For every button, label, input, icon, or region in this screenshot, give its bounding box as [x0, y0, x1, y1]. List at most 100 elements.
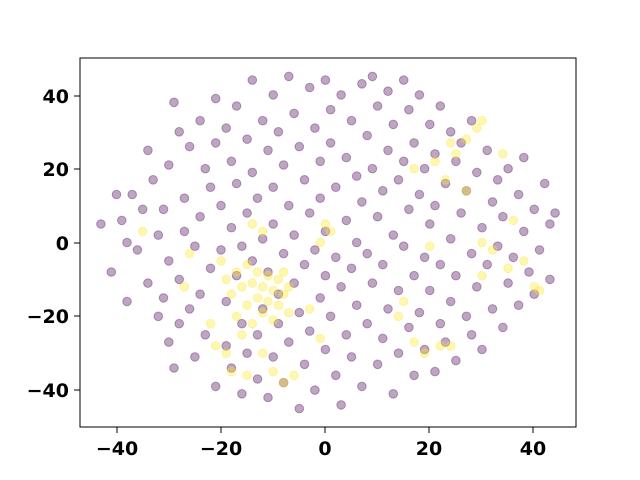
scatter-point-series-1 — [472, 123, 482, 133]
scatter-point-series-0 — [226, 363, 237, 373]
scatter-point-series-0 — [294, 403, 305, 414]
scatter-point-series-0 — [164, 256, 174, 266]
scatter-point-series-0 — [378, 333, 388, 344]
scatter-point-series-0 — [304, 208, 315, 218]
scatter-point-series-0 — [393, 285, 404, 296]
scatter-point-series-0 — [153, 311, 164, 322]
scatter-point-series-0 — [351, 237, 362, 248]
scatter-point-series-0 — [445, 296, 456, 307]
scatter-point-series-0 — [137, 204, 148, 215]
scatter-point-series-0 — [304, 326, 315, 336]
scatter-point-series-0 — [268, 182, 279, 192]
scatter-point-series-0 — [378, 259, 388, 270]
x-axis: −40 −20 0 20 40 — [96, 427, 546, 460]
scatter-point-series-1 — [237, 282, 247, 292]
scatter-point-series-0 — [117, 215, 127, 226]
scatter-point-series-0 — [419, 344, 430, 355]
scatter-point-series-1 — [409, 163, 419, 174]
scatter-point-series-0 — [419, 252, 430, 263]
scatter-point-series-0 — [482, 145, 493, 156]
scatter-point-series-0 — [435, 259, 446, 270]
scatter-point-series-0 — [96, 219, 106, 229]
scatter-point-series-1 — [440, 175, 451, 185]
scatter-point-series-0 — [524, 267, 534, 277]
scatter-point-series-0 — [461, 186, 472, 196]
scatter-point-series-0 — [315, 193, 326, 203]
scatter-point-series-0 — [383, 86, 393, 96]
scatter-point-series-0 — [482, 259, 493, 270]
scatter-point-series-0 — [164, 337, 174, 347]
scatter-point-series-0 — [346, 352, 357, 362]
scatter-point-series-0 — [294, 141, 305, 152]
scatter-point-series-1 — [268, 285, 279, 296]
scatter-point-series-1 — [226, 289, 237, 300]
scatter-point-series-0 — [221, 296, 231, 307]
scatter-point-series-0 — [143, 278, 153, 288]
scatter-point-series-0 — [487, 304, 498, 314]
scatter-point-series-0 — [257, 304, 268, 314]
scatter-point-series-0 — [320, 270, 331, 281]
scatter-point-series-1 — [451, 149, 461, 159]
scatter-point-series-0 — [148, 175, 158, 185]
scatter-point-series-0 — [216, 200, 226, 211]
scatter-point-series-0 — [252, 374, 263, 384]
scatter-point-series-0 — [378, 186, 388, 196]
scatter-point-series-1 — [393, 311, 404, 322]
scatter-point-series-0 — [508, 252, 519, 263]
scatter-point-series-0 — [393, 348, 404, 359]
scatter-point-series-0 — [242, 134, 252, 144]
scatter-point-series-1 — [268, 315, 279, 325]
x-tick-label: −40 — [96, 438, 138, 460]
scatter-point-series-0 — [492, 241, 503, 251]
scatter-point-series-1 — [284, 282, 294, 292]
scatter-point-series-0 — [519, 226, 529, 237]
scatter-point-series-0 — [299, 259, 310, 270]
scatter-point-series-0 — [268, 219, 279, 229]
scatter-point-series-0 — [325, 311, 336, 322]
scatter-point-series-0 — [195, 211, 205, 222]
scatter-point-series-1 — [221, 274, 231, 285]
scatter-point-series-0 — [351, 171, 362, 181]
scatter-point-series-1 — [487, 245, 498, 255]
scatter-point-series-0 — [362, 318, 373, 329]
scatter-point-series-0 — [388, 230, 399, 240]
scatter-point-series-0 — [419, 163, 430, 174]
scatter-point-series-0 — [341, 330, 352, 340]
scatter-point-series-0 — [122, 237, 132, 248]
scatter-point-series-1 — [289, 370, 299, 381]
scatter-point-series-0 — [289, 108, 299, 119]
scatter-point-series-1 — [430, 156, 440, 167]
scatter-point-series-0 — [435, 318, 446, 329]
x-tick-label: 40 — [520, 438, 546, 460]
scatter-point-series-0 — [466, 248, 477, 259]
scatter-point-series-1 — [477, 115, 487, 126]
scatter-point-series-0 — [237, 389, 247, 399]
scatter-point-series-0 — [247, 256, 258, 266]
scatter-point-series-0 — [341, 152, 352, 163]
scatter-point-series-0 — [263, 392, 273, 403]
scatter-point-series-0 — [242, 348, 252, 359]
scatter-point-series-0 — [461, 311, 472, 322]
scatter-point-series-0 — [451, 270, 461, 281]
scatter-point-series-0 — [284, 337, 294, 347]
scatter-point-series-1 — [398, 296, 409, 307]
scatter-point-series-1 — [461, 134, 472, 144]
scatter-point-series-0 — [299, 359, 310, 370]
scatter-point-series-1 — [278, 267, 289, 277]
scatter-point-series-0 — [195, 289, 205, 300]
scatter-point-series-1 — [137, 226, 148, 237]
scatter-point-series-0 — [158, 204, 169, 215]
scatter-point-series-0 — [503, 278, 513, 288]
scatter-point-series-0 — [357, 381, 367, 392]
scatter-point-series-0 — [174, 318, 184, 329]
scatter-point-series-0 — [242, 208, 252, 218]
scatter-point-series-1 — [216, 256, 226, 266]
scatter-point-series-0 — [388, 389, 399, 399]
scatter-point-series-1 — [320, 219, 331, 229]
scatter-point-series-0 — [190, 241, 200, 251]
scatter-point-series-0 — [263, 267, 273, 277]
x-tick-label: −20 — [200, 438, 242, 460]
scatter-point-series-0 — [456, 138, 466, 148]
scatter-point-series-0 — [398, 156, 409, 167]
scatter-point-series-0 — [247, 75, 258, 85]
